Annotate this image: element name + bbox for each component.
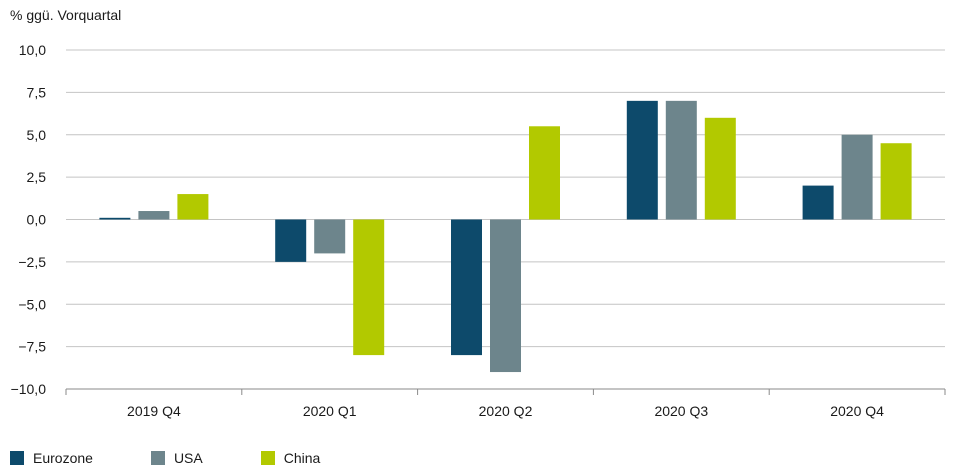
bar-china <box>529 126 560 220</box>
bar-china <box>704 117 736 220</box>
bar-usa <box>841 134 873 220</box>
y-tick-label: −10,0 <box>11 381 47 397</box>
y-tick-label: 2,5 <box>27 169 47 185</box>
bar-eurozone <box>802 185 834 220</box>
legend-swatch-china <box>260 451 275 465</box>
bar-eurozone <box>451 219 482 356</box>
bar-china <box>880 143 912 220</box>
bar-china <box>353 219 385 356</box>
y-axis-title: % ggü. Vorquartal <box>10 7 122 23</box>
x-tick-label: 2020 Q2 <box>479 403 533 419</box>
bar-usa <box>138 211 170 220</box>
legend-item-china: China <box>260 450 321 466</box>
legend-item-eurozone: Eurozone <box>10 450 93 466</box>
bar-eurozone <box>99 217 131 220</box>
bar-eurozone <box>626 100 658 220</box>
legend-swatch-usa <box>150 451 165 465</box>
y-tick-label: 0,0 <box>27 212 47 228</box>
bar-china <box>177 194 209 220</box>
y-tick-label: 10,0 <box>19 42 46 58</box>
legend-item-usa: USA <box>150 450 203 466</box>
bar-usa <box>665 100 697 220</box>
x-tick-label: 2020 Q4 <box>830 403 884 419</box>
y-tick-label: −7,5 <box>18 339 46 355</box>
legend-swatch-eurozone <box>10 451 24 465</box>
y-tick-label: −2,5 <box>18 254 46 270</box>
legend-label-china: China <box>283 450 321 466</box>
x-tick-label: 2019 Q4 <box>127 403 181 419</box>
y-tick-label: −5,0 <box>18 296 46 312</box>
bar-chart: 10,0 7,5 5,0 2,5 0,0 −2,5 −5,0 −7,5 −10,0 2019 Q4… <box>11 42 946 419</box>
y-tick-label: 5,0 <box>27 127 47 143</box>
legend: Eurozone USA China <box>10 450 378 466</box>
x-tick-label: 2020 Q3 <box>654 403 708 419</box>
bar-usa <box>314 219 346 254</box>
y-tick-label: 7,5 <box>27 84 47 100</box>
x-tick-label: 2020 Q1 <box>303 403 357 419</box>
bar-usa <box>490 219 521 373</box>
bar-eurozone <box>275 219 307 262</box>
legend-label-usa: USA <box>173 450 203 466</box>
legend-label-eurozone: Eurozone <box>33 450 93 466</box>
